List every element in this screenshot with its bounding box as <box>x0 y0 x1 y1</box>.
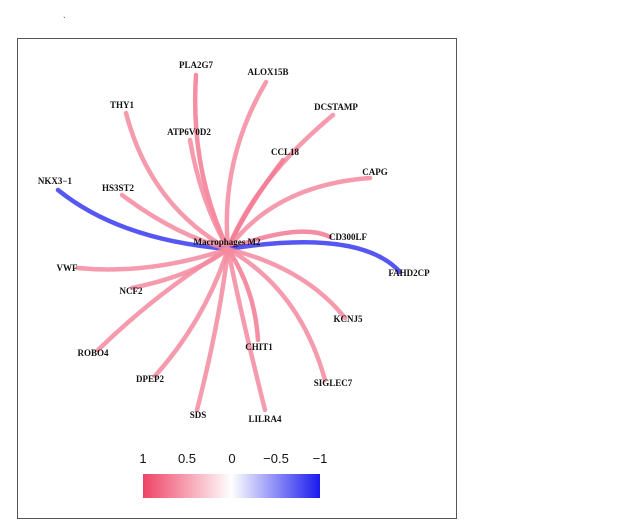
edge-layer <box>55 72 403 413</box>
gene-label-siglec7: SIGLEC7 <box>314 378 353 388</box>
gene-label-atp6v0d2: ATP6V0D2 <box>167 127 211 137</box>
edge-nkx3-1 <box>55 187 231 252</box>
gene-label-chit1: CHIT1 <box>245 342 273 352</box>
edge-capg <box>225 175 373 252</box>
gene-label-cd300lf: CD300LF <box>329 232 368 242</box>
gene-label-dpep2: DPEP2 <box>136 374 164 384</box>
edge-vwf <box>75 246 231 272</box>
colorbar <box>143 474 320 498</box>
edge-hs3st2 <box>119 192 231 252</box>
gene-label-ccl18: CCL18 <box>271 147 300 157</box>
colorbar-tick-label: 0.5 <box>178 451 196 466</box>
edge-kcnj5 <box>225 246 348 321</box>
edge-robo4 <box>95 246 231 353</box>
gene-label-kcnj5: KCNJ5 <box>334 314 363 324</box>
gene-label-vwf: VWF <box>57 263 78 273</box>
gene-label-lilra4: LILRA4 <box>248 414 282 424</box>
edge-sds <box>194 246 231 413</box>
colorbar-tick-label: 1 <box>139 451 146 466</box>
corner-mark: ˎ <box>63 8 66 18</box>
gene-label-robo4: ROBO4 <box>77 348 109 358</box>
gene-label-alox15b: ALOX15B <box>247 67 288 77</box>
edge-alox15b <box>224 79 269 252</box>
gene-label-nkx3-1: NKX3−1 <box>38 176 73 186</box>
gene-label-ncf2: NCF2 <box>120 286 143 296</box>
edge-cd300lf <box>225 229 333 252</box>
gene-label-capg: CAPG <box>362 167 388 177</box>
gene-label-thy1: THY1 <box>110 100 135 110</box>
edge-dpep2 <box>152 246 231 379</box>
gene-label-layer: PLA2G7 ALOX15B THY1 DCSTAMP ATP6V0D2 CCL… <box>38 60 430 424</box>
edge-siglec7 <box>225 246 328 383</box>
color-legend: 1 0.5 0 −0.5 −1 <box>139 451 327 498</box>
gene-label-sds: SDS <box>190 410 207 420</box>
edge-fahd2cp <box>225 240 403 275</box>
colorbar-tick-label: 0 <box>228 451 235 466</box>
gene-label-pla2g7: PLA2G7 <box>179 60 214 70</box>
edge-atp6v0d2 <box>187 137 231 252</box>
edge-lilra4 <box>225 246 268 413</box>
edge-thy1 <box>123 110 231 252</box>
colorbar-tick-label: −1 <box>313 451 328 466</box>
gene-label-dcstamp: DCSTAMP <box>314 102 358 112</box>
colorbar-tick-label: −0.5 <box>263 451 289 466</box>
gene-label-fahd2cp: FAHD2CP <box>388 268 430 278</box>
hub-label: Macrophages M2 <box>193 237 261 247</box>
plot-frame <box>17 38 457 519</box>
edge-chit1 <box>225 246 261 343</box>
gene-label-hs3st2: HS3ST2 <box>102 183 135 193</box>
edge-pla2g7 <box>192 72 231 252</box>
